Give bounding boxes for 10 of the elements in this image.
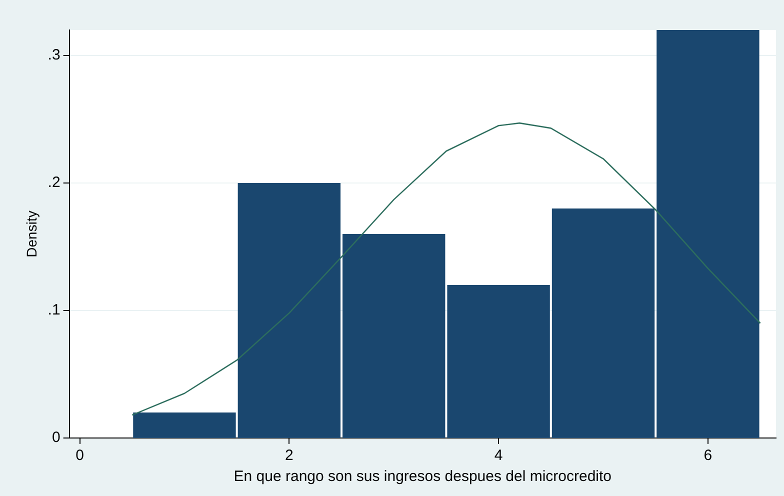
y-tick-label: .3 [48, 46, 60, 64]
y-tick-label: 0 [52, 429, 60, 446]
x-axis-title: En que rango son sus ingresos despues del microcredito [234, 468, 612, 486]
x-tick-label: 6 [704, 447, 712, 464]
y-tick-label: .1 [48, 302, 60, 319]
x-tick-label: 2 [284, 447, 294, 464]
x-tick-label: 4 [494, 447, 503, 464]
x-tick-label: 0 [76, 447, 84, 464]
y-axis-title: Density [23, 210, 40, 258]
y-tick-label: .2 [48, 174, 60, 192]
